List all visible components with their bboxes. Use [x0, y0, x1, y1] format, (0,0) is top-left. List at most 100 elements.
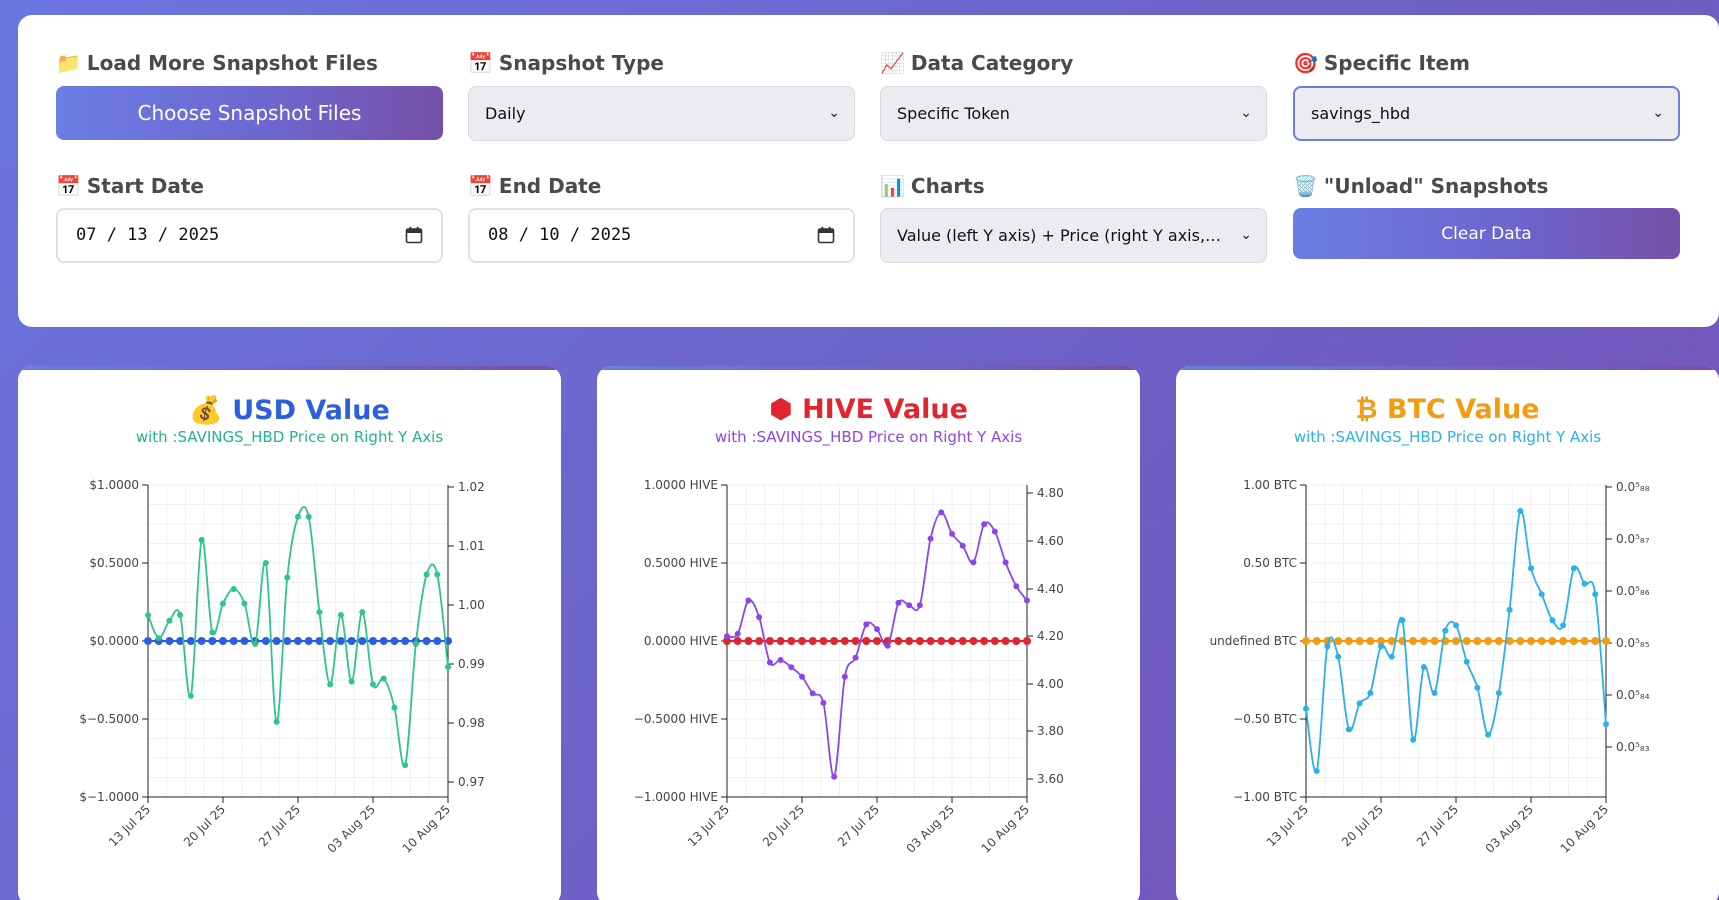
- price-point: [1002, 559, 1009, 566]
- bitcoin-icon: ₿: [1355, 394, 1378, 425]
- price-point: [981, 521, 988, 528]
- value-point: [937, 637, 946, 645]
- price-point: [230, 586, 237, 592]
- value-point: [379, 637, 388, 645]
- value-point: [1344, 637, 1353, 645]
- price-point: [1560, 622, 1567, 629]
- price-point: [927, 535, 934, 542]
- price-point: [724, 633, 730, 640]
- x-tick-label: 10 Aug 25: [979, 802, 1032, 855]
- price-point: [305, 513, 312, 520]
- x-tick-label: 13 Jul 25: [1264, 802, 1311, 849]
- price-point: [1324, 643, 1331, 650]
- hive-value-chart: 1.0000 HIVE 0.5000 HIVE 0.0000 HIVE −0.5000…: [634, 478, 1064, 856]
- chart-subtitle: with :SAVINGS_HBD Price on Right Y Axis: [714, 428, 1023, 446]
- left-tick-label: $0.0000: [89, 634, 139, 648]
- choose-snapshot-files-button[interactable]: Choose Snapshot Files: [56, 86, 443, 140]
- price-point: [916, 602, 923, 609]
- value-point: [1505, 637, 1514, 645]
- right-tick-label: 4.00: [1037, 677, 1064, 691]
- price-point: [273, 718, 280, 725]
- x-tick-label: 20 Jul 25: [760, 802, 807, 849]
- value-point: [358, 637, 367, 645]
- load-snapshots-label: 📁 Load More Snapshot Files: [56, 51, 378, 75]
- right-tick-label: 0.0⁵₈₃: [1616, 740, 1650, 754]
- left-tick-label: −1.00 BTC: [1233, 790, 1297, 804]
- price-point: [1474, 684, 1481, 691]
- value-point: [1355, 637, 1364, 645]
- x-tick-label: 10 Aug 25: [400, 802, 453, 855]
- x-tick-label: 27 Jul 25: [1414, 802, 1461, 849]
- value-point: [744, 637, 753, 645]
- price-point: [777, 657, 784, 664]
- value-series: [144, 637, 452, 645]
- price-point: [412, 640, 419, 647]
- charts-select[interactable]: Value (left Y axis) + Price (right Y axi…: [880, 208, 1267, 263]
- value-point: [197, 637, 206, 645]
- price-point: [1431, 690, 1438, 696]
- price-point: [187, 692, 194, 699]
- value-point: [1484, 637, 1493, 645]
- chart-title: 💰 USD Value: [189, 395, 390, 426]
- price-point: [1356, 700, 1363, 707]
- x-tick-label: 27 Jul 25: [835, 802, 882, 849]
- value-point: [1602, 637, 1610, 645]
- right-tick-label: 1.00: [458, 598, 485, 612]
- value-point: [347, 637, 356, 645]
- hive-logo-icon: ⬢: [769, 394, 793, 425]
- price-series: [1303, 508, 1609, 774]
- value-point: [723, 637, 731, 645]
- value-point: [1494, 637, 1503, 645]
- price-point: [884, 642, 891, 649]
- value-point: [1569, 637, 1578, 645]
- value-point: [229, 637, 238, 645]
- usd-value-chart: $1.0000 $0.5000 $0.0000 $−0.5000 $−1.0000 1.0…: [79, 478, 485, 856]
- clear-data-button[interactable]: Clear Data: [1293, 208, 1680, 259]
- right-tick-label: 0.0⁵₈₆: [1616, 584, 1650, 598]
- price-point: [1410, 736, 1417, 743]
- price-point: [359, 609, 366, 616]
- price-point: [391, 704, 398, 711]
- data-category-select[interactable]: Specific Token ⌄: [880, 86, 1267, 141]
- value-point: [1452, 637, 1460, 645]
- right-tick-label: 0.0⁵₈₅: [1616, 636, 1650, 650]
- right-tick-label: 0.0⁵₈₄: [1616, 688, 1650, 702]
- price-point: [1549, 617, 1556, 624]
- end-date-input[interactable]: 08 / 10 / 2025: [468, 208, 855, 263]
- value-point: [1537, 637, 1546, 645]
- price-point: [402, 762, 409, 769]
- price-point: [959, 542, 966, 549]
- chart-subtitle: with :SAVINGS_HBD Price on Right Y Axis: [135, 428, 444, 446]
- specific-item-select[interactable]: savings_hbd ⌄: [1293, 86, 1680, 141]
- price-point: [423, 571, 430, 578]
- specific-item-label: 🎯 Specific Item: [1293, 51, 1470, 75]
- calendar-icon: 📅: [56, 174, 81, 198]
- controls-panel: 📁 Load More Snapshot Files Choose Snapsho…: [18, 15, 1719, 327]
- value-point: [980, 637, 989, 645]
- start-date-label: 📅 Start Date: [56, 174, 204, 198]
- value-point: [755, 637, 764, 645]
- price-point: [938, 509, 945, 516]
- calendar-picker-icon[interactable]: [817, 226, 835, 244]
- target-icon: 🎯: [1293, 51, 1318, 75]
- price-point: [177, 612, 184, 618]
- x-tick-label: 03 Aug 25: [904, 802, 957, 855]
- price-point: [756, 614, 763, 621]
- start-date-input[interactable]: 07 / 13 / 2025: [56, 208, 443, 263]
- left-tick-label: $−1.0000: [79, 790, 139, 804]
- value-point: [186, 637, 195, 645]
- value-point: [304, 637, 313, 645]
- left-tick-label: undefined BTC: [1210, 634, 1297, 648]
- snapshot-type-select[interactable]: Daily ⌄: [468, 86, 855, 141]
- chevron-down-icon: ⌄: [1240, 227, 1252, 243]
- snapshot-type-label: 📅 Snapshot Type: [468, 51, 664, 75]
- price-point: [1399, 617, 1406, 624]
- price-point: [1592, 591, 1599, 598]
- value-series: [1302, 637, 1610, 645]
- price-point: [1013, 583, 1020, 590]
- price-point: [1517, 508, 1524, 514]
- price-point: [1581, 580, 1588, 587]
- calendar-picker-icon[interactable]: [405, 226, 423, 244]
- price-series: [145, 506, 451, 769]
- value-point: [808, 637, 817, 645]
